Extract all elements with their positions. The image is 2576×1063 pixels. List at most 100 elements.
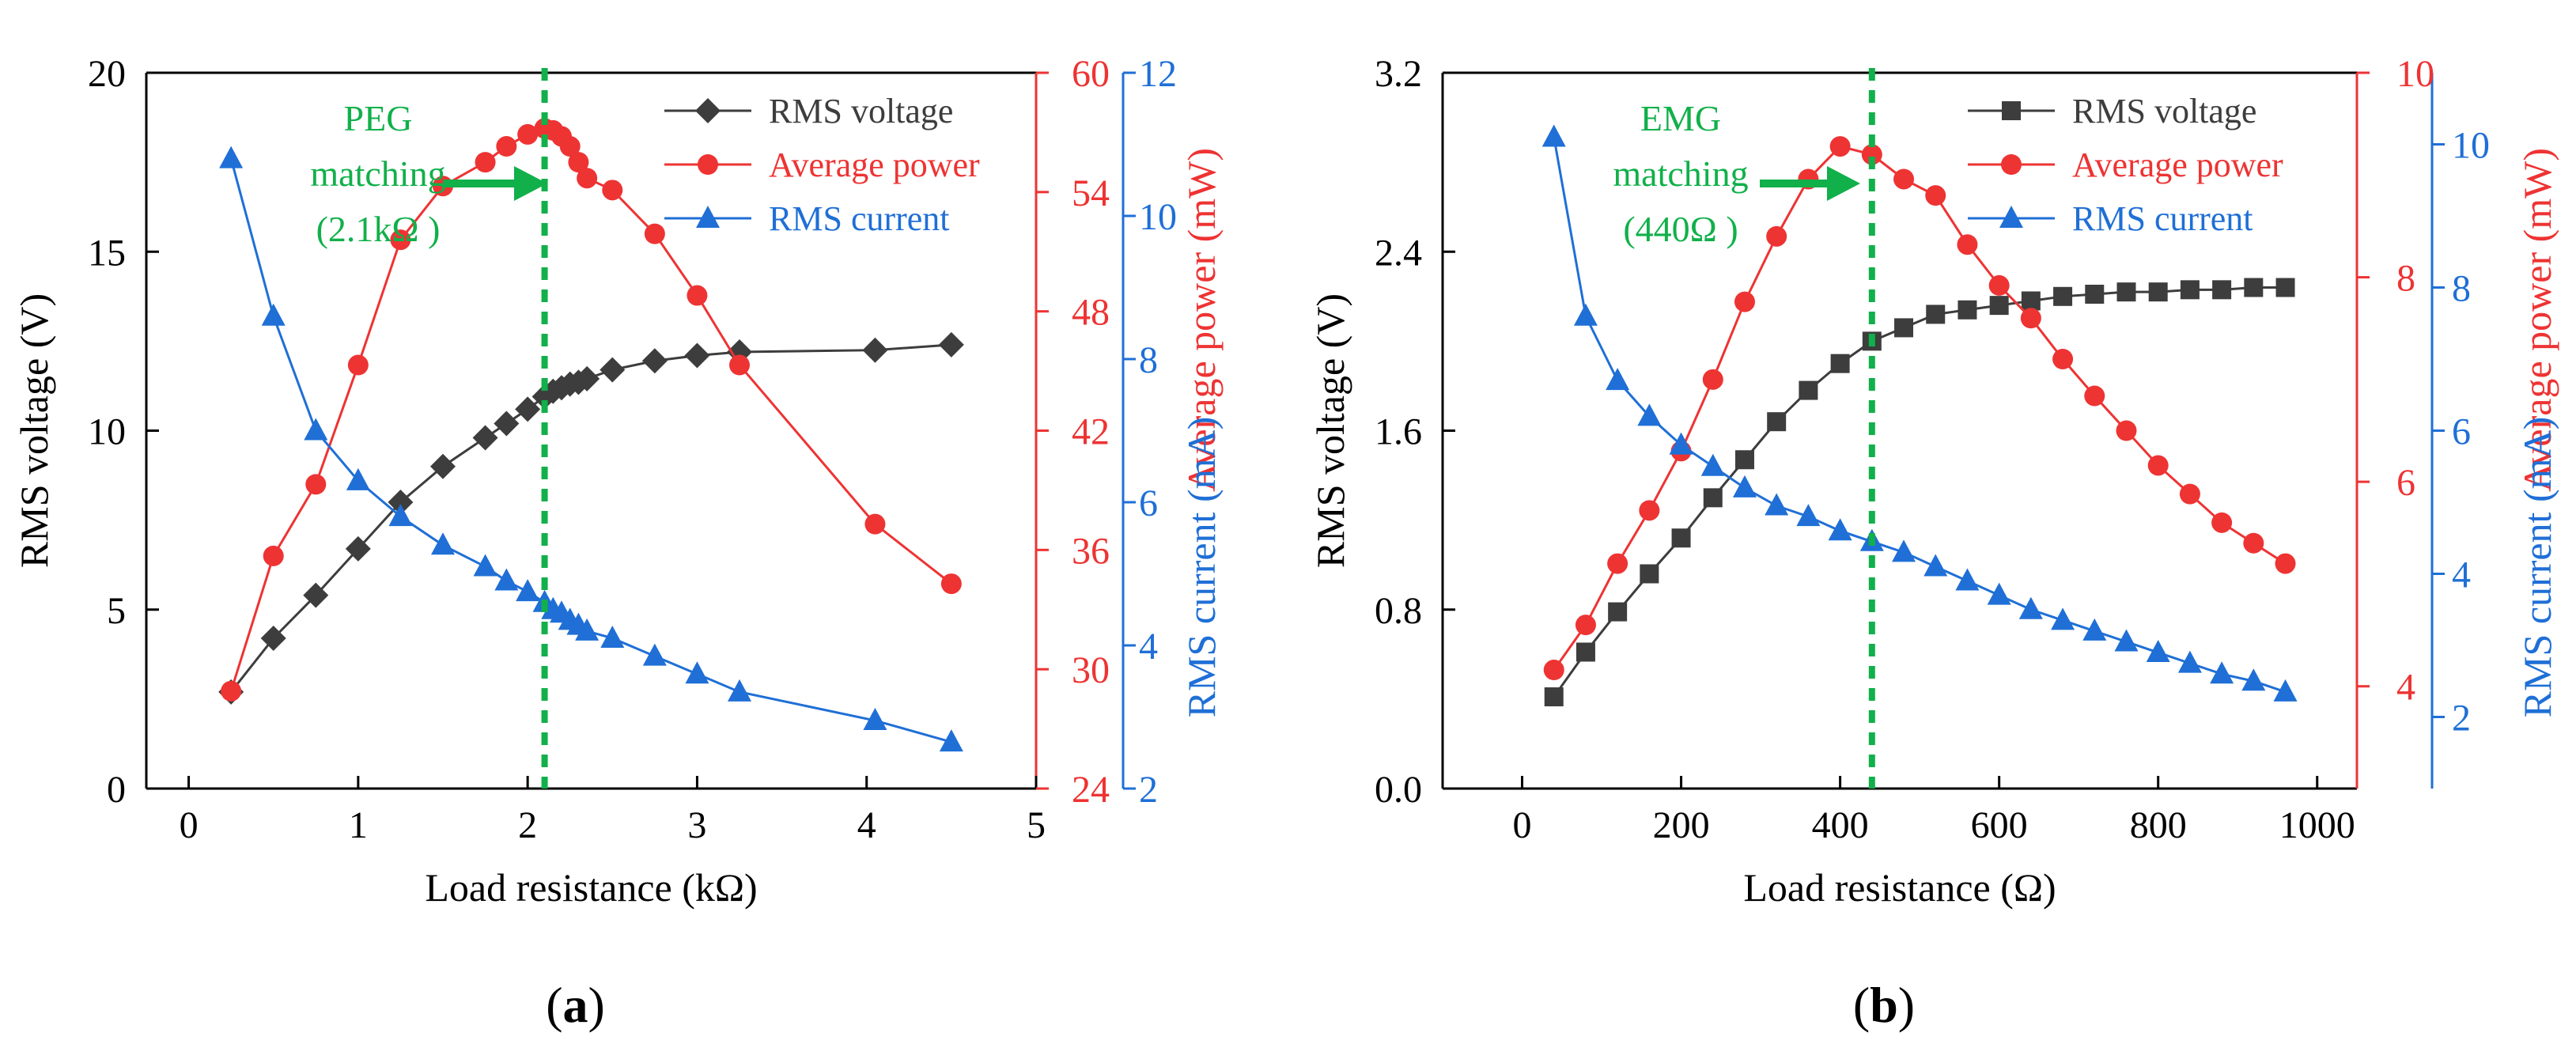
data-point: [494, 568, 519, 591]
data-point: [644, 223, 665, 244]
legend-label: RMS voltage: [2072, 92, 2256, 131]
series-rms-voltage: [218, 331, 964, 705]
chart-panel-a: 0 1 2 3 4 5051015202430364248546024681012Load…: [12, 53, 1224, 1033]
y-tick-label: 5: [107, 590, 126, 632]
data-point: [221, 680, 242, 702]
power-tick-label: 54: [1072, 172, 1110, 214]
data-point: [2018, 596, 2043, 619]
x-tick-label: 0: [180, 804, 199, 846]
legend-marker: [2002, 101, 2021, 120]
x-axis-title: Load resistance (kΩ): [425, 865, 757, 910]
x-tick-label: 800: [2130, 804, 2187, 846]
current-tick-label: 2: [1139, 769, 1158, 811]
data-point: [577, 168, 598, 189]
data-point: [496, 136, 517, 157]
data-point: [1989, 296, 2009, 316]
power-tick-label: 36: [1072, 530, 1110, 572]
current-axis-title: RMS current (mA): [1179, 417, 1224, 718]
data-point: [1573, 303, 1598, 326]
data-point: [1830, 354, 1850, 373]
series-rms-current: [219, 146, 963, 752]
series-average-power: [221, 118, 962, 702]
data-point: [1987, 582, 2011, 605]
current-tick-label: 8: [1139, 339, 1158, 381]
data-point: [685, 661, 709, 684]
legend: RMS voltage Average power RMS current: [1968, 92, 2283, 238]
data-point: [1799, 380, 1818, 400]
data-point: [430, 453, 456, 479]
y-tick-label: 1.6: [1375, 411, 1422, 453]
x-tick-label: 0: [1513, 804, 1532, 846]
current-tick-label: 2: [2452, 698, 2471, 740]
legend-label: RMS voltage: [769, 92, 953, 131]
power-tick-label: 4: [2396, 667, 2415, 709]
data-point: [1575, 615, 1596, 636]
matching-annotation-text: (2.1kΩ ): [316, 209, 441, 249]
current-axis-title: RMS current (mA): [2515, 417, 2559, 718]
power-tick-label: 10: [2396, 53, 2434, 95]
data-point: [2275, 553, 2296, 574]
x-tick-label: 200: [1653, 804, 1710, 846]
panel-label-letter: a: [563, 977, 588, 1033]
data-point: [347, 354, 369, 376]
data-point: [1639, 500, 1660, 521]
data-point: [574, 365, 600, 392]
power-axis-title: Average power (mW): [1179, 148, 1224, 492]
data-point: [2179, 483, 2200, 505]
x-tick-label: 400: [1812, 804, 1869, 846]
legend-label: Average power: [769, 146, 980, 184]
data-point: [1607, 553, 1628, 574]
data-point: [304, 418, 328, 441]
legend-label: RMS current: [769, 199, 950, 238]
data-point: [472, 425, 498, 451]
power-tick-label: 30: [1072, 649, 1110, 691]
data-point: [1671, 528, 1691, 548]
data-point: [431, 532, 455, 555]
y-tick-label: 10: [88, 411, 126, 453]
data-point: [473, 554, 497, 577]
y-tick-label: 2.4: [1375, 232, 1422, 274]
current-tick-label: 4: [2452, 554, 2471, 596]
power-tick-label: 8: [2396, 258, 2415, 300]
data-point: [2211, 512, 2233, 533]
power-tick-label: 42: [1072, 411, 1110, 453]
data-point: [1703, 488, 1723, 508]
panel-label-letter: b: [1870, 977, 1898, 1033]
data-point: [575, 618, 600, 641]
data-point: [1732, 475, 1757, 497]
data-point: [1955, 568, 1980, 591]
legend-marker: [1999, 206, 2023, 228]
data-point: [515, 396, 541, 422]
data-point: [729, 354, 750, 376]
data-point: [390, 229, 411, 251]
data-point: [345, 535, 371, 562]
data-point: [1958, 300, 1977, 320]
data-point: [863, 708, 887, 731]
data-point: [642, 643, 667, 666]
power-tick-label: 48: [1072, 292, 1110, 334]
current-tick-label: 10: [1139, 196, 1177, 238]
data-point: [305, 474, 327, 495]
data-point: [1828, 518, 1852, 541]
chart-panel-b: 0 200 400 600 800 10000.00.81.62.43.246810246…: [1308, 53, 2559, 1033]
current-tick-label: 8: [2452, 268, 2471, 310]
data-point: [2051, 607, 2075, 630]
data-point: [2180, 280, 2200, 300]
data-point: [494, 410, 520, 437]
data-point: [2148, 282, 2168, 302]
data-point: [2053, 286, 2073, 306]
series-line: [1553, 286, 2286, 698]
data-point: [2020, 308, 2041, 329]
data-point: [1766, 225, 1787, 247]
matching-arrow-icon: [514, 166, 547, 201]
power-tick-label: 60: [1072, 53, 1110, 95]
data-point: [260, 625, 286, 651]
current-tick-label: 12: [1139, 53, 1177, 95]
data-point: [2212, 280, 2232, 300]
x-tick-label: 3: [687, 804, 706, 846]
data-point: [1640, 564, 1659, 584]
legend-marker: [2001, 154, 2022, 175]
data-point: [1829, 136, 1851, 157]
data-point: [388, 490, 414, 515]
series-average-power: [1543, 136, 2296, 681]
